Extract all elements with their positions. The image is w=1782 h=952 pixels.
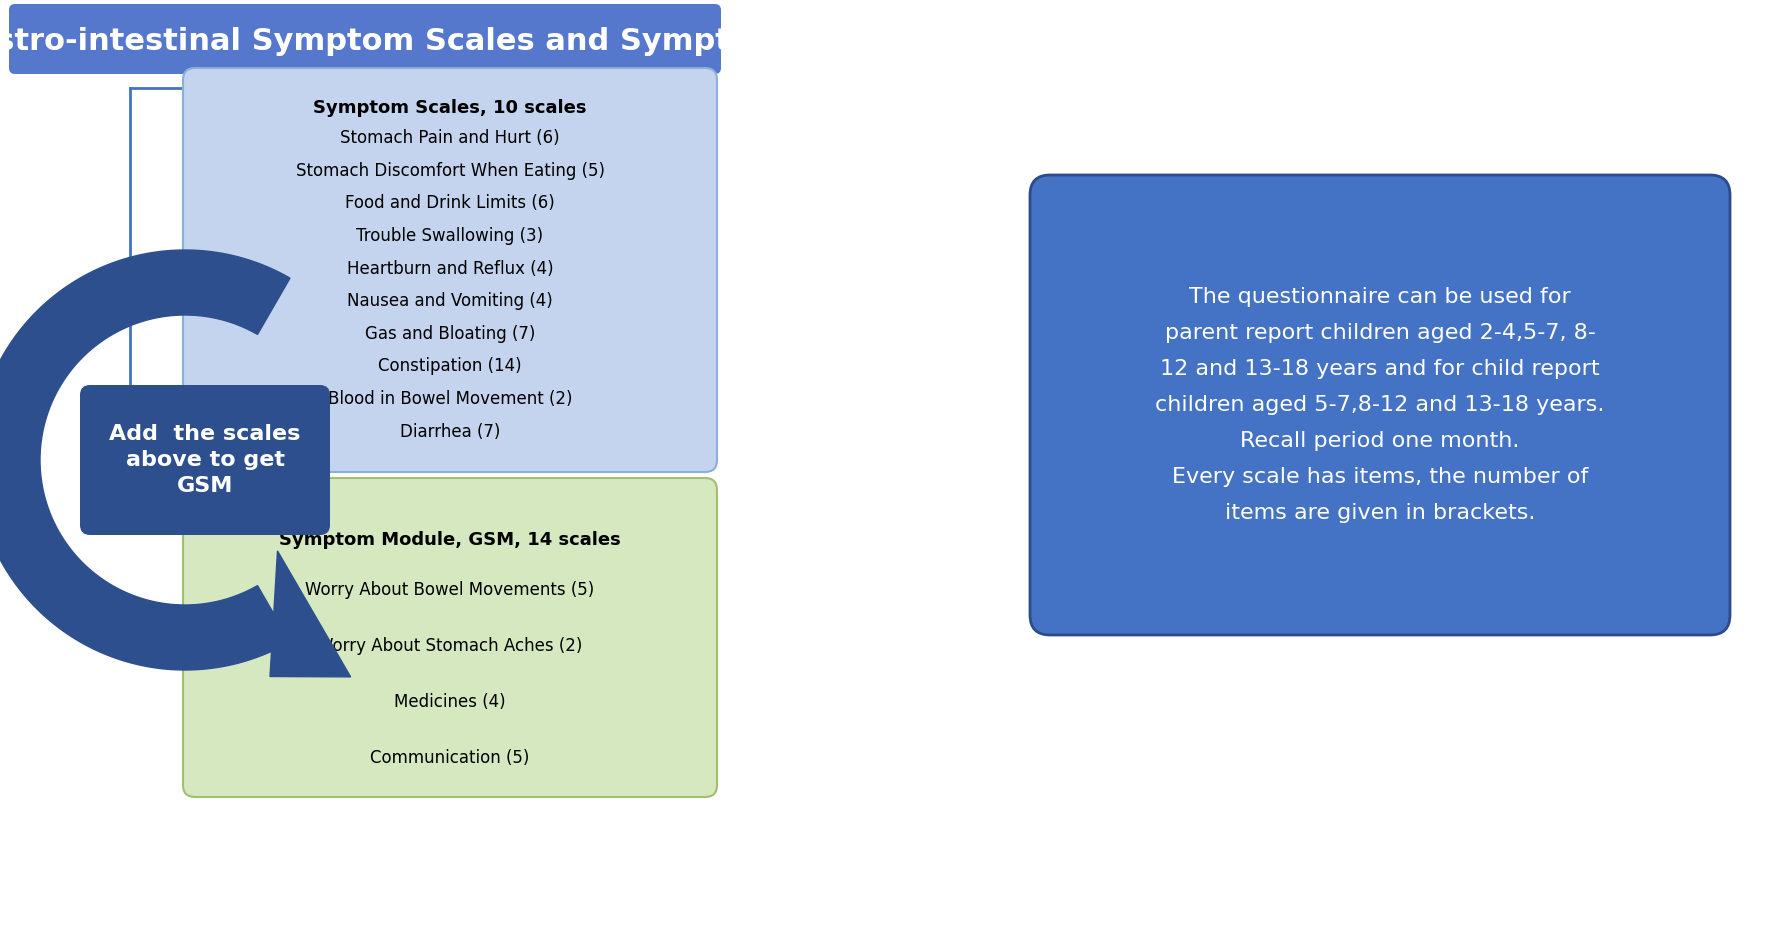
Text: Symptom Scales, 10 scales: Symptom Scales, 10 scales: [314, 99, 586, 117]
FancyBboxPatch shape: [184, 478, 716, 797]
Text: Add  the scales
above to get
GSM: Add the scales above to get GSM: [109, 424, 301, 496]
Text: Medicines (4): Medicines (4): [394, 693, 506, 711]
Text: Communication (5): Communication (5): [371, 749, 529, 767]
Polygon shape: [0, 250, 290, 670]
Text: Stomach Pain and Hurt (6): Stomach Pain and Hurt (6): [340, 129, 560, 147]
Text: The questionnaire can be used for
parent report children aged 2-4,5-7, 8-
12 and: The questionnaire can be used for parent…: [1155, 287, 1604, 523]
Text: Worry About Stomach Aches (2): Worry About Stomach Aches (2): [317, 637, 583, 655]
Text: Trouble Swallowing (3): Trouble Swallowing (3): [356, 227, 544, 245]
Text: PedsQL Gastro-intestinal Symptom Scales and Symptom Module: PedsQL Gastro-intestinal Symptom Scales …: [0, 28, 918, 56]
Text: Gas and Bloating (7): Gas and Bloating (7): [365, 325, 535, 343]
Text: Nausea and Vomiting (4): Nausea and Vomiting (4): [347, 292, 552, 310]
Polygon shape: [271, 551, 351, 677]
FancyBboxPatch shape: [9, 4, 722, 74]
Text: Heartburn and Reflux (4): Heartburn and Reflux (4): [347, 260, 554, 278]
Text: Blood in Bowel Movement (2): Blood in Bowel Movement (2): [328, 390, 572, 408]
FancyBboxPatch shape: [1030, 175, 1730, 635]
Text: Constipation (14): Constipation (14): [378, 357, 522, 375]
FancyBboxPatch shape: [184, 68, 716, 472]
Text: Food and Drink Limits (6): Food and Drink Limits (6): [346, 194, 554, 212]
Text: Diarrhea (7): Diarrhea (7): [399, 423, 501, 441]
Text: Stomach Discomfort When Eating (5): Stomach Discomfort When Eating (5): [296, 162, 604, 180]
Text: Worry About Bowel Movements (5): Worry About Bowel Movements (5): [305, 581, 595, 599]
Text: Symptom Module, GSM, 14 scales: Symptom Module, GSM, 14 scales: [280, 531, 620, 549]
FancyBboxPatch shape: [80, 385, 330, 535]
